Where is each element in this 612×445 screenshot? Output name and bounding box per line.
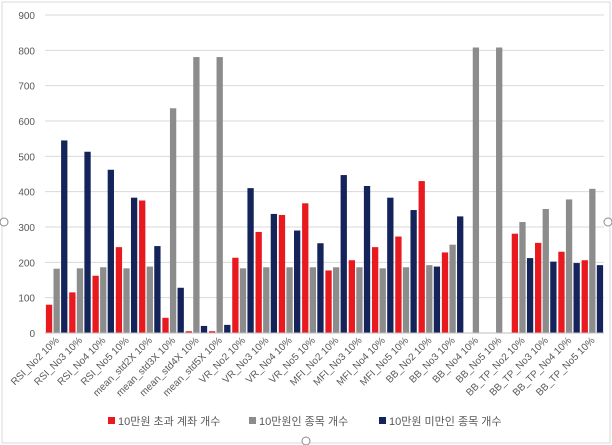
bar-series-2-20	[526, 258, 534, 333]
bar-series-1-21	[542, 208, 549, 333]
bar-series-2-8	[247, 188, 254, 333]
bar-series-0-17	[441, 252, 449, 333]
bars	[45, 47, 604, 334]
y-tick-label: 800	[18, 46, 35, 57]
bar-series-1-0	[53, 268, 60, 333]
bar-series-2-9	[270, 213, 278, 333]
bar-series-0-14	[371, 247, 379, 333]
x-axis-ticks: RSI_No2 10%RSI_No3 10%RSI_No4 10%RSI_No5…	[9, 335, 597, 399]
bar-series-0-2	[92, 275, 99, 333]
bar-series-2-21	[550, 261, 557, 333]
bar-series-1-11	[309, 267, 316, 333]
y-tick-label: 200	[18, 258, 35, 269]
bar-series-1-14	[379, 268, 386, 333]
bar-series-1-9	[263, 267, 270, 333]
bar-series-1-16	[426, 265, 433, 333]
y-tick-label: 500	[18, 152, 35, 163]
bar-series-2-13	[363, 186, 371, 333]
legend: 10만원 초과 계좌 개수 10만원인 종목 개수 10만원 미만인 종목 개수	[108, 415, 501, 428]
bar-series-2-15	[410, 210, 417, 333]
bar-series-1-13	[356, 267, 363, 333]
bar-series-0-0	[45, 304, 53, 333]
y-tick-label: 400	[18, 188, 35, 199]
bar-series-1-1	[76, 268, 84, 333]
bar-series-0-6	[185, 331, 192, 333]
bar-series-2-16	[433, 266, 441, 333]
bar-series-0-12	[325, 270, 332, 333]
bar-series-0-10	[278, 214, 286, 333]
bar-series-0-1	[69, 292, 76, 333]
bar-series-2-10	[294, 230, 301, 333]
bar-series-1-12	[333, 267, 340, 333]
bar-series-1-15	[402, 267, 410, 333]
legend-swatch-0	[108, 417, 115, 424]
bar-series-2-14	[387, 197, 394, 333]
y-tick-label: 300	[18, 223, 35, 234]
bar-series-1-7	[216, 57, 223, 334]
bar-series-1-3	[123, 268, 130, 333]
gridlines	[45, 14, 604, 299]
bar-series-2-5	[177, 287, 184, 333]
legend-label-1: 10만원인 종목 개수	[259, 415, 348, 428]
bar-series-1-23	[589, 188, 596, 333]
bar-series-0-16	[418, 181, 425, 333]
selection-handle-bottom[interactable]	[301, 436, 311, 445]
bar-series-0-21	[535, 242, 542, 333]
bar-series-2-23	[596, 265, 604, 333]
bar-series-2-3	[130, 197, 138, 333]
selection-handle-left[interactable]	[0, 217, 9, 227]
y-tick-label: 900	[18, 11, 35, 22]
y-axis-ticks: 0 100 200 300 400 500 600 700 800 900	[18, 11, 35, 340]
y-tick-label: 700	[18, 82, 35, 93]
bar-series-1-10	[286, 267, 293, 333]
bar-series-1-2	[100, 267, 107, 333]
bar-series-0-7	[208, 331, 216, 333]
bar-series-1-20	[519, 222, 526, 333]
bar-series-0-11	[302, 203, 309, 333]
bar-series-1-4	[146, 266, 153, 333]
bar-series-2-11	[317, 243, 324, 333]
bar-series-1-22	[565, 199, 573, 333]
bar-series-1-19	[496, 47, 503, 333]
bar-series-1-18	[472, 47, 480, 333]
legend-swatch-2	[379, 417, 386, 424]
bar-series-2-7	[224, 324, 231, 333]
bar-series-1-8	[239, 268, 247, 333]
bar-series-2-17	[457, 216, 464, 333]
bar-series-1-5	[169, 108, 177, 333]
bar-series-2-1	[84, 151, 91, 333]
bar-series-0-8	[232, 257, 239, 333]
bar-series-2-4	[154, 246, 161, 333]
legend-swatch-1	[249, 417, 256, 424]
bar-series-0-9	[255, 231, 262, 333]
bar-series-0-23	[581, 260, 588, 333]
selection-handle-right[interactable]	[603, 217, 612, 227]
legend-label-2: 10만원 미만인 종목 개수	[389, 415, 501, 428]
bar-series-2-6	[200, 325, 208, 333]
bar-series-0-5	[162, 317, 169, 333]
bar-series-0-13	[348, 260, 355, 333]
y-tick-label: 0	[29, 329, 35, 340]
bar-series-2-12	[340, 175, 347, 333]
bar-series-0-15	[395, 236, 402, 333]
bar-series-1-6	[193, 57, 200, 334]
bar-series-2-0	[61, 140, 68, 333]
bar-series-0-22	[558, 251, 565, 333]
bar-series-0-20	[511, 233, 519, 333]
legend-label-0: 10만원 초과 계좌 개수	[118, 415, 220, 428]
y-tick-label: 600	[18, 117, 35, 128]
y-tick-label: 100	[18, 294, 35, 305]
bar-series-2-22	[573, 263, 580, 333]
bar-series-0-4	[139, 200, 146, 333]
bar-series-1-17	[449, 244, 456, 333]
bar-series-2-2	[107, 169, 114, 333]
bar-series-0-3	[115, 247, 123, 333]
